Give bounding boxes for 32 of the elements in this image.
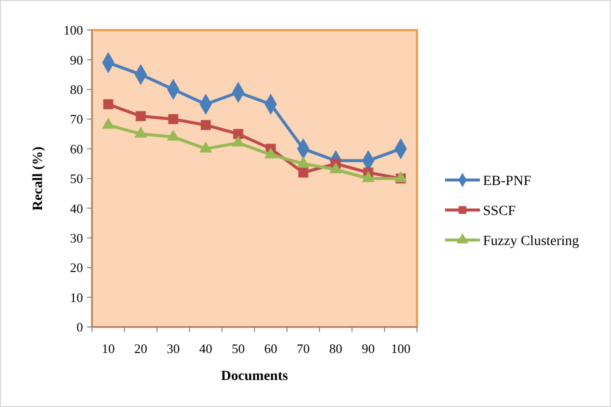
y-tick-label: 0 <box>76 320 83 335</box>
point <box>136 111 146 122</box>
point <box>200 120 211 130</box>
y-tick-label: 10 <box>70 290 83 305</box>
x-tick-label: 40 <box>199 341 212 356</box>
point <box>168 114 178 124</box>
y-tick-label: 60 <box>70 141 83 156</box>
y-tick-label: 50 <box>70 171 83 186</box>
point <box>298 168 308 178</box>
x-tick-label: 10 <box>102 341 115 356</box>
x-tick-label: 30 <box>166 341 180 356</box>
x-tick-label: 100 <box>391 341 410 356</box>
y-tick-label: 20 <box>70 260 83 276</box>
y-tick-label: 80 <box>70 82 83 97</box>
legend-label: SSCF <box>483 204 516 219</box>
x-tick-label: 50 <box>232 341 245 356</box>
x-tick-label: 90 <box>362 341 375 356</box>
point <box>103 99 114 110</box>
y-tick-label: 90 <box>70 52 83 68</box>
y-tick-label: 70 <box>70 112 83 127</box>
x-tick-label: 20 <box>134 341 148 356</box>
x-tick-label: 70 <box>296 341 310 356</box>
y-tick-label: 100 <box>64 22 83 38</box>
point <box>233 128 244 139</box>
x-tick-label: 80 <box>329 341 342 356</box>
x-axis-title: Documents <box>221 369 288 384</box>
y-tick-label: 30 <box>70 230 83 246</box>
legend-label: Fuzzy Clustering <box>483 234 580 249</box>
x-tick-label: 60 <box>264 341 278 356</box>
y-axis-title: Recall (%) <box>31 146 46 211</box>
legend-label: EB-PNF <box>483 174 532 189</box>
y-tick-label: 40 <box>70 200 83 216</box>
